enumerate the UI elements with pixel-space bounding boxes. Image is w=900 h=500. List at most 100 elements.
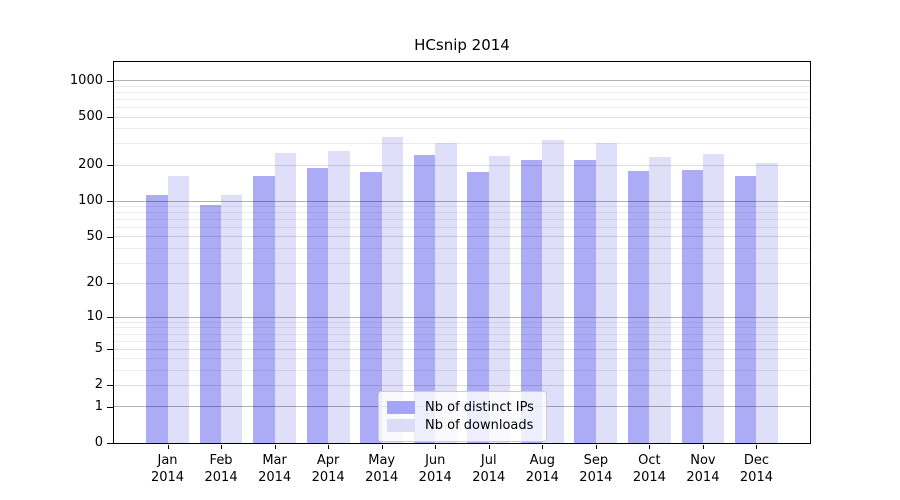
bar-downloads-aug (542, 139, 564, 443)
x-tick-month: Mar (262, 453, 287, 468)
y-tick-label-200: 200 (78, 157, 103, 173)
bar-distinct-ips-jul (467, 172, 489, 443)
bar-distinct-ips-jun (413, 154, 436, 443)
bar-distinct-ips-oct (627, 171, 650, 443)
bar-distinct-ips-sep (574, 160, 596, 443)
bar-downloads-dec (756, 162, 778, 443)
x-tick-year: 2014 (525, 470, 559, 485)
x-tick-month: Aug (529, 453, 555, 468)
x-tick-month: Nov (690, 453, 716, 468)
x-tick-year: 2014 (686, 470, 720, 485)
x-tick-mark-jul (488, 445, 490, 449)
x-tick-month: Feb (209, 453, 233, 468)
x-tick-month: Sep (583, 453, 609, 468)
x-tick-year: 2014 (418, 470, 452, 485)
y-tick-label-0: 0 (94, 435, 103, 450)
x-tick-mark-apr (328, 445, 330, 449)
x-tick-mark-mar (274, 445, 276, 449)
x-tick-mark-feb (221, 445, 223, 449)
x-tick-label-feb: Feb 2014 (193, 452, 249, 486)
y-tick-label-50: 50 (86, 228, 103, 244)
bar-downloads-mar (274, 153, 297, 443)
legend-swatch-distinct-ips (387, 401, 415, 414)
x-tick-year: 2014 (472, 470, 506, 485)
bar-distinct-ips-may (360, 172, 382, 443)
x-tick-month: Dec (743, 453, 770, 468)
x-tick-label-jan: Jan 2014 (140, 452, 196, 486)
x-tick-label-aug: Aug 2014 (514, 452, 570, 486)
x-tick-label-nov: Nov 2014 (675, 452, 731, 486)
x-tick-mark-jun (435, 445, 437, 449)
bar-layer (114, 62, 810, 443)
x-tick-month: Oct (638, 453, 661, 468)
bar-downloads-apr (328, 151, 350, 443)
legend: Nb of distinct IPs Nb of downloads (378, 391, 547, 442)
x-tick-mark-aug (542, 445, 544, 449)
x-tick-mark-oct (649, 445, 651, 449)
y-tick-mark-20 (107, 283, 113, 285)
legend-row-distinct-ips: Nb of distinct IPs (387, 400, 534, 415)
x-tick-label-dec: Dec 2014 (728, 452, 784, 486)
y-tick-label-20: 20 (86, 275, 103, 291)
y-tick-mark-1 (107, 406, 113, 408)
y-tick-label-10: 10 (86, 309, 103, 325)
y-tick-mark-500 (107, 117, 113, 119)
x-tick-year: 2014 (204, 470, 238, 485)
bar-distinct-ips-apr (306, 168, 329, 443)
bar-distinct-ips-aug (520, 159, 543, 443)
x-tick-month: May (368, 453, 396, 468)
x-tick-year: 2014 (365, 470, 399, 485)
plot-area (113, 61, 811, 444)
y-tick-label-500: 500 (78, 109, 103, 125)
bar-downloads-jan (167, 176, 189, 443)
x-tick-month: Apr (316, 453, 340, 468)
y-tick-label-1: 1 (94, 398, 103, 414)
x-tick-label-apr: Apr 2014 (300, 452, 356, 486)
bar-downloads-nov (702, 153, 725, 443)
legend-label-downloads: Nb of downloads (425, 418, 534, 433)
x-tick-year: 2014 (739, 470, 773, 485)
x-tick-label-mar: Mar 2014 (247, 452, 303, 486)
y-tick-label-5: 5 (94, 341, 103, 357)
x-tick-year: 2014 (579, 470, 613, 485)
legend-row-downloads: Nb of downloads (387, 418, 534, 433)
x-tick-year: 2014 (258, 470, 292, 485)
bar-downloads-feb (221, 195, 243, 443)
x-tick-label-sep: Sep 2014 (568, 452, 624, 486)
bar-distinct-ips-mar (253, 176, 275, 443)
bar-downloads-may (381, 136, 404, 443)
legend-label-distinct-ips: Nb of distinct IPs (425, 400, 534, 415)
x-tick-month: Jul (480, 453, 497, 468)
x-tick-mark-sep (595, 445, 597, 449)
x-tick-mark-dec (756, 445, 758, 449)
bar-downloads-oct (649, 157, 671, 443)
bar-downloads-jul (488, 156, 511, 443)
x-tick-mark-nov (702, 445, 704, 449)
x-tick-month: Jun (425, 453, 446, 468)
y-tick-mark-50 (107, 236, 113, 238)
bar-distinct-ips-nov (681, 169, 703, 443)
y-tick-mark-5 (107, 349, 113, 351)
x-tick-label-jul: Jul 2014 (461, 452, 517, 486)
x-tick-mark-may (381, 445, 383, 449)
y-tick-label-1000: 1000 (69, 72, 103, 88)
x-tick-label-oct: Oct 2014 (621, 452, 677, 486)
x-tick-year: 2014 (311, 470, 345, 485)
y-tick-mark-10 (107, 317, 113, 319)
x-tick-year: 2014 (150, 470, 185, 485)
chart-title: HCsnip 2014 (414, 36, 510, 54)
legend-swatch-downloads (387, 419, 415, 432)
bar-downloads-sep (595, 143, 618, 443)
x-tick-mark-jan (167, 445, 169, 449)
x-tick-label-jun: Jun 2014 (407, 452, 463, 486)
x-tick-month: Jan (157, 453, 178, 468)
y-tick-label-100: 100 (78, 193, 103, 209)
y-tick-mark-2 (107, 385, 113, 387)
y-tick-mark-100 (107, 201, 113, 203)
bar-distinct-ips-dec (735, 176, 757, 443)
bar-downloads-jun (435, 143, 457, 443)
bar-distinct-ips-feb (199, 205, 222, 443)
x-tick-label-may: May 2014 (354, 452, 410, 486)
y-tick-mark-1000 (107, 80, 113, 82)
